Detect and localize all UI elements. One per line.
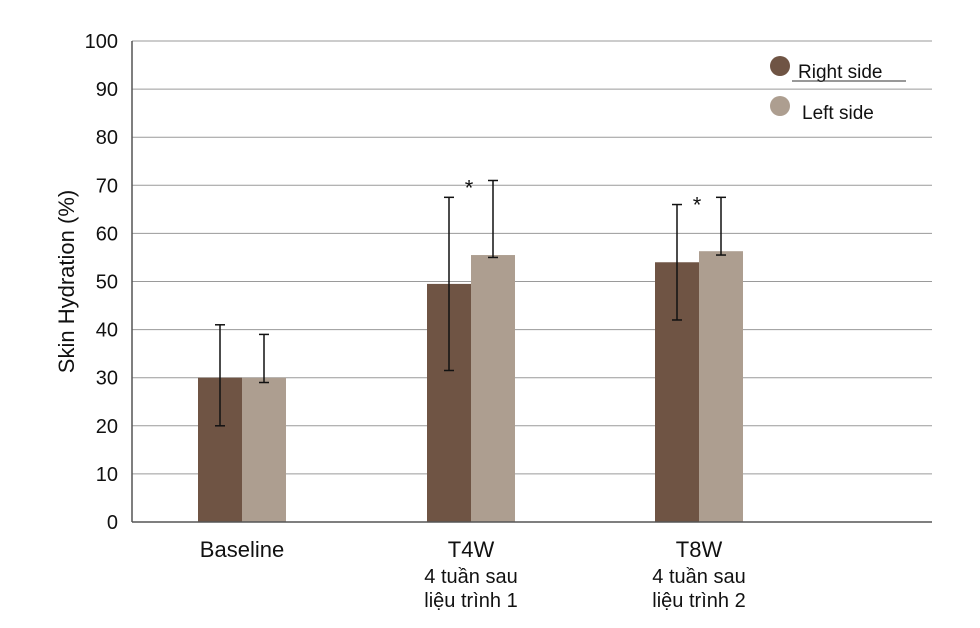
significance-star: * xyxy=(693,192,702,217)
y-tick-label: 10 xyxy=(96,464,118,486)
y-tick-label: 80 xyxy=(96,127,118,149)
bar-left-side xyxy=(471,255,515,523)
legend: Right side Left side xyxy=(770,56,906,124)
bar-left-side xyxy=(699,251,743,522)
significance-star: * xyxy=(465,175,474,200)
category-sublabel: 4 tuần sau xyxy=(424,566,517,588)
category-label: T8W xyxy=(676,537,723,562)
legend-label: Left side xyxy=(802,103,874,124)
category-sublabel: liệu trình 1 xyxy=(424,590,517,612)
y-tick-label: 70 xyxy=(96,175,118,197)
y-tick-label: 90 xyxy=(96,79,118,101)
significance-markers: ** xyxy=(465,175,702,217)
error-bars xyxy=(215,179,726,427)
y-tick-label: 100 xyxy=(85,31,118,53)
legend-marker xyxy=(770,96,790,116)
y-axis-ticks: 0 10 20 30 40 50 60 70 80 90 100 xyxy=(85,31,118,534)
category-label: T4W xyxy=(448,537,495,562)
legend-label: Right side xyxy=(798,62,883,83)
bar-left-side xyxy=(242,377,286,522)
y-axis-label: Skin Hydration (%) xyxy=(54,190,79,373)
y-tick-label: 30 xyxy=(96,368,118,390)
y-tick-label: 20 xyxy=(96,416,118,438)
y-tick-label: 50 xyxy=(96,272,118,294)
legend-marker xyxy=(770,56,790,76)
bars xyxy=(198,251,743,523)
y-tick-label: 0 xyxy=(107,512,118,534)
category-label: Baseline xyxy=(200,537,284,562)
category-sublabel: liệu trình 2 xyxy=(652,590,745,612)
y-tick-label: 60 xyxy=(96,223,118,245)
category-sublabel: 4 tuần sau xyxy=(652,566,745,588)
y-tick-label: 40 xyxy=(96,320,118,342)
